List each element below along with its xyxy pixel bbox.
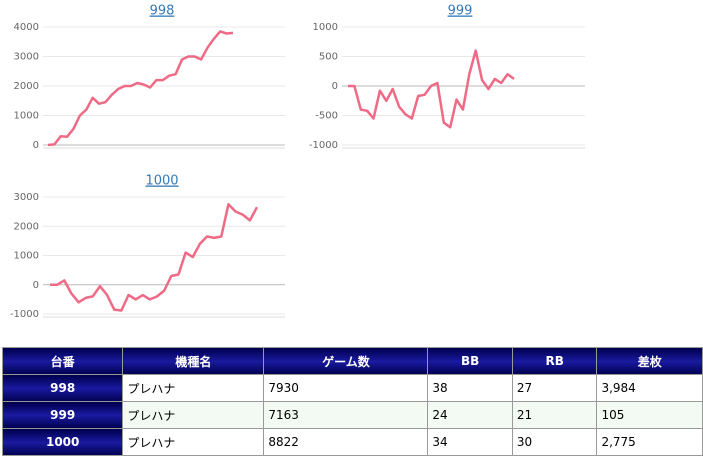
table-cell: プレハナ xyxy=(122,374,265,402)
table-cell: プレハナ xyxy=(122,401,265,429)
y-tick-label: 2000 xyxy=(14,81,39,92)
y-tick-label: -500 xyxy=(315,111,338,122)
y-tick-label: -1000 xyxy=(10,309,39,320)
y-tick-label: 0 xyxy=(33,140,39,151)
table-row: 998 プレハナ 7930 38 27 3,984 xyxy=(1,374,703,402)
table-row: 1000 プレハナ 8822 34 30 2,775 xyxy=(1,428,703,456)
chart-title[interactable]: 999 xyxy=(448,4,473,19)
header-cell: ゲーム数 xyxy=(263,347,429,375)
y-tick-label: 3000 xyxy=(14,52,39,63)
row-key: 998 xyxy=(1,374,124,402)
y-tick-label: 3000 xyxy=(14,192,39,203)
y-tick-label: 0 xyxy=(33,280,39,291)
y-tick-label: 1000 xyxy=(14,111,39,122)
table-cell: 7930 xyxy=(263,374,429,402)
header-cell: 機種名 xyxy=(122,347,265,375)
table-cell: 21 xyxy=(511,401,598,429)
header-cell: 台番 xyxy=(1,347,124,375)
table-cell: 105 xyxy=(596,401,703,429)
charts: 998 0 1000 2000 3000 4000 999 -1000 -500 0 500 1000… xyxy=(10,4,585,320)
y-tick-label: 4000 xyxy=(14,22,39,33)
y-tick-label: 500 xyxy=(319,52,338,63)
table-cell: 7163 xyxy=(263,401,429,429)
table-cell: 8822 xyxy=(263,428,429,456)
y-tick-label: 1000 xyxy=(14,251,39,262)
y-tick-label: 2000 xyxy=(14,221,39,232)
data-table: 台番 機種名 ゲーム数 BB RB 差枚 998 プレハナ 7930 38 27 3,98… xyxy=(1,347,703,456)
table-cell: 27 xyxy=(511,374,598,402)
chart-title[interactable]: 998 xyxy=(150,4,175,19)
table-cell: 34 xyxy=(427,428,513,456)
header-row: 台番 機種名 ゲーム数 BB RB 差枚 xyxy=(1,347,703,375)
table-cell: 2,775 xyxy=(596,428,703,456)
chart-title[interactable]: 1000 xyxy=(145,174,178,189)
row-key: 1000 xyxy=(1,428,124,456)
header-cell: RB xyxy=(511,347,598,375)
header-cell: BB xyxy=(427,347,513,375)
data-line xyxy=(50,203,259,312)
table-row: 999 プレハナ 7163 24 21 105 xyxy=(1,401,703,429)
table-cell: 30 xyxy=(511,428,598,456)
y-tick-label: 0 xyxy=(332,81,338,92)
table-cell: 24 xyxy=(427,401,513,429)
table-cell: 3,984 xyxy=(596,374,703,402)
data-line xyxy=(47,30,234,147)
y-tick-label: 1000 xyxy=(313,22,338,33)
row-key: 999 xyxy=(1,401,124,429)
table-cell: 38 xyxy=(427,374,513,402)
data-line xyxy=(348,49,515,129)
header-cell: 差枚 xyxy=(596,347,703,375)
table-cell: プレハナ xyxy=(122,428,265,456)
y-tick-label: -1000 xyxy=(309,140,338,151)
